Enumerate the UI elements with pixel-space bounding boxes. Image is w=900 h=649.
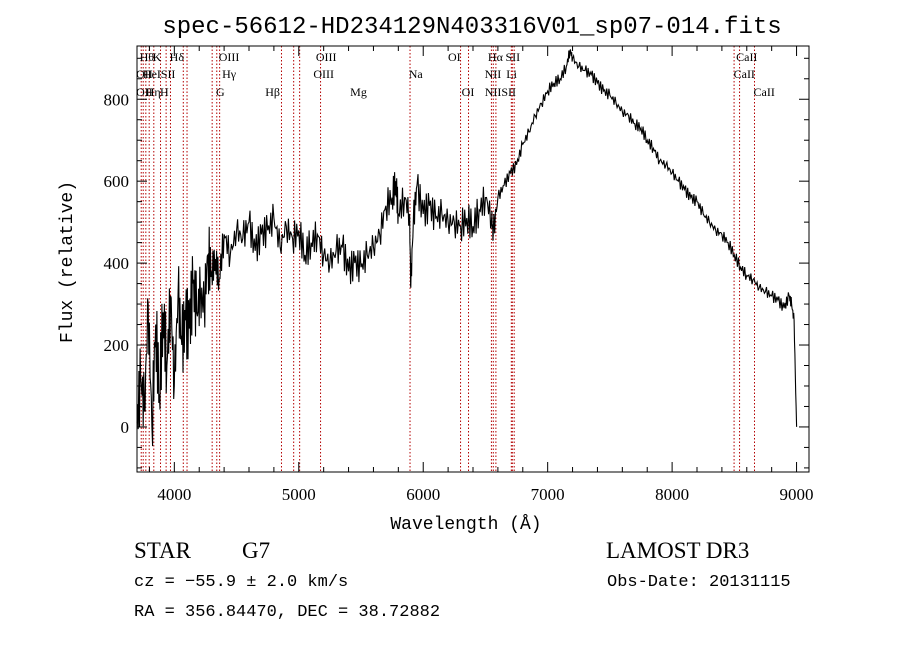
y-axis-label: Flux (relative) [58, 181, 78, 343]
radial-velocity: cz = −55.9 ± 2.0 km/s [134, 573, 349, 592]
line-label: OI [462, 85, 475, 99]
line-label: OIII [316, 50, 337, 64]
line-label: OII [136, 67, 153, 81]
line-label: CaII [754, 85, 775, 99]
line-label: Na [409, 67, 424, 81]
y-tick-label: 400 [104, 254, 130, 273]
line-label: Hβ [265, 85, 280, 99]
line-label: Hγ [222, 67, 237, 81]
x-tick-label: 8000 [655, 485, 689, 504]
x-axis-label: Wavelength (Å) [390, 514, 541, 535]
line-label: Hδ [170, 50, 185, 64]
coordinates: RA = 356.84470, DEC = 38.72882 [134, 603, 441, 622]
line-label: K [153, 50, 162, 64]
line-label: CaII [736, 50, 757, 64]
x-tick-label: 4000 [157, 485, 191, 504]
line-label: CaII [734, 67, 755, 81]
x-tick-label: 6000 [406, 485, 440, 504]
object-type: STAR [134, 538, 191, 563]
y-tick-label: 200 [104, 336, 130, 355]
observation-date: Obs-Date: 20131115 [607, 573, 791, 592]
line-label: OI [448, 50, 461, 64]
y-tick-label: 0 [121, 418, 130, 437]
spectrum-line [136, 49, 798, 447]
line-label: NII [485, 67, 502, 81]
line-label: NIISII [485, 85, 516, 99]
line-label: HeI [143, 67, 161, 81]
y-tick-label: 600 [104, 172, 130, 191]
x-tick-label: 9000 [780, 485, 814, 504]
x-axis-ticks: 4000 5000 6000 7000 8000 9000 [148, 46, 814, 504]
y-axis-ticks: 0 200 400 600 800 [104, 57, 809, 469]
line-label: Hθ [140, 50, 155, 64]
spectral-line-markers [140, 46, 755, 472]
survey-name: LAMOST DR3 [606, 538, 750, 563]
line-label: OIII [313, 67, 334, 81]
line-label: OIII [219, 50, 240, 64]
y-tick-label: 800 [104, 90, 130, 109]
line-label: G [216, 85, 225, 99]
line-label: H [160, 85, 169, 99]
line-label: SII [161, 67, 176, 81]
line-label: Mg [350, 85, 367, 99]
x-tick-label: 7000 [531, 485, 565, 504]
line-label: Li [506, 67, 517, 81]
line-label: Hη [146, 85, 161, 99]
line-label: Hα [488, 50, 504, 64]
object-subclass: G7 [242, 538, 271, 563]
plot-frame [136, 45, 810, 473]
x-tick-label: 5000 [282, 485, 316, 504]
line-label: OII [136, 85, 153, 99]
chart-title: spec-56612-HD234129N403316V01_sp07-014.f… [162, 14, 781, 41]
line-label: SII [505, 50, 520, 64]
